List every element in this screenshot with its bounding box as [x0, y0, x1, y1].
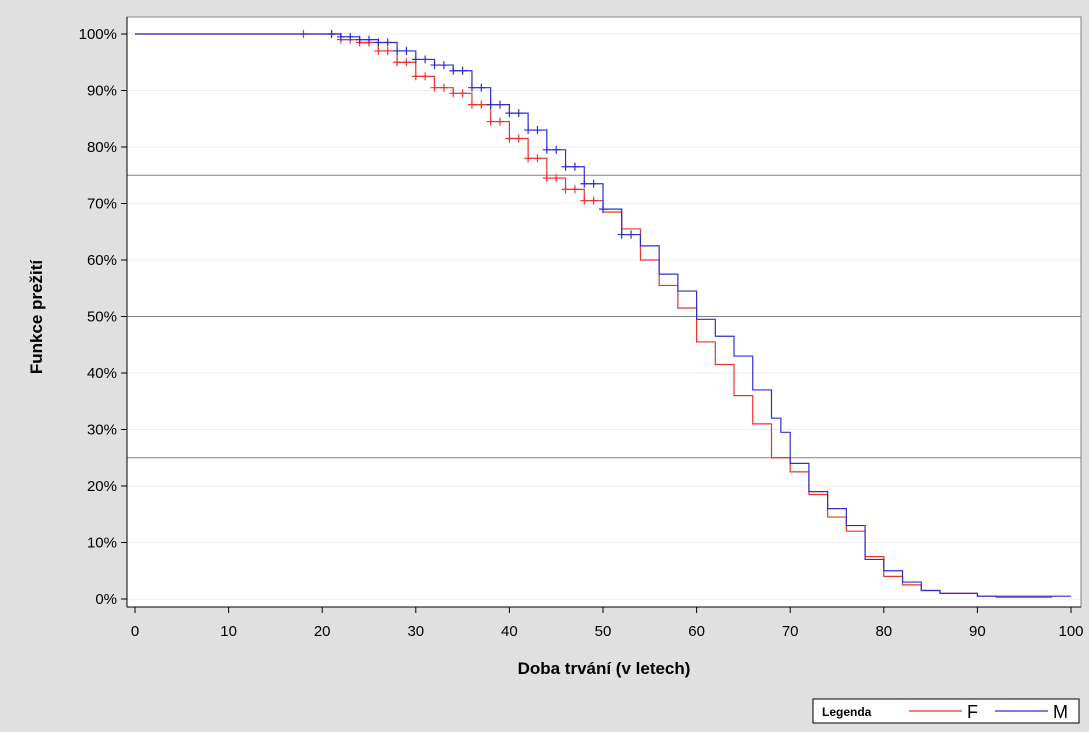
x-tick-label: 90 — [969, 623, 986, 640]
censor-mark — [524, 154, 533, 163]
series-layer — [135, 30, 1071, 598]
censor-mark — [346, 32, 355, 41]
censor-mark — [561, 185, 570, 194]
censor-mark — [570, 185, 579, 194]
x-tick-label: 100 — [1058, 623, 1083, 640]
censor-mark — [580, 196, 589, 205]
censor-mark — [599, 205, 607, 214]
censor-mark — [617, 230, 626, 239]
censor-mark — [580, 179, 589, 188]
y-tick-label: 50% — [87, 309, 117, 326]
censor-mark — [570, 162, 579, 171]
x-tick-label: 0 — [131, 623, 139, 640]
censor-mark — [589, 179, 598, 188]
y-tick-label: 30% — [87, 422, 117, 439]
censor-mark — [402, 46, 411, 55]
censor-mark — [552, 145, 561, 154]
censor-mark — [365, 35, 373, 44]
censor-mark — [374, 38, 383, 47]
censor-mark — [458, 66, 467, 75]
censor-mark — [393, 46, 402, 55]
censor-mark — [467, 83, 476, 92]
y-tick-label: 10% — [87, 535, 117, 552]
censor-mark — [514, 134, 523, 143]
censor-mark — [486, 117, 495, 126]
y-tick-label: 100% — [79, 26, 117, 43]
legend-label-f: F — [967, 702, 978, 722]
censor-mark — [542, 174, 551, 183]
series-m — [135, 30, 1071, 597]
censor-mark — [496, 117, 505, 126]
censor-mark — [411, 72, 420, 81]
plot-area — [127, 17, 1081, 607]
x-axis-title: Doba trvání (v letech) — [518, 659, 691, 678]
censor-mark — [355, 35, 364, 44]
legend-label-m: M — [1053, 702, 1068, 722]
censor-mark — [561, 162, 570, 171]
censor-mark — [449, 66, 458, 75]
censor-mark — [533, 126, 542, 135]
censor-mark — [336, 32, 345, 41]
censor-mark — [383, 46, 392, 55]
x-tick-label: 70 — [782, 623, 799, 640]
censor-mark — [393, 58, 402, 67]
censor-mark — [627, 230, 636, 239]
censor-mark — [421, 72, 430, 81]
x-tick-label: 60 — [688, 623, 705, 640]
y-tick-label: 20% — [87, 478, 117, 495]
y-tick-label: 60% — [87, 252, 117, 269]
censor-mark — [533, 154, 542, 163]
y-tick-label: 0% — [95, 591, 117, 608]
x-tick-label: 30 — [407, 623, 424, 640]
censor-mark — [486, 100, 495, 109]
censor-mark — [467, 100, 476, 109]
x-tick-label: 20 — [314, 623, 331, 640]
y-tick-label: 40% — [87, 365, 117, 382]
axes — [126, 16, 1082, 608]
x-axis-ticks: 0 10 20 30 40 50 60 70 80 90 100 — [131, 607, 1084, 640]
censor-mark — [542, 145, 551, 154]
censor-mark — [496, 100, 505, 109]
censor-mark — [477, 100, 486, 109]
x-tick-label: 50 — [595, 623, 612, 640]
y-tick-label: 90% — [87, 83, 117, 100]
x-tick-label: 40 — [501, 623, 518, 640]
censor-mark — [458, 89, 467, 98]
censor-mark — [411, 55, 420, 64]
y-tick-label: 80% — [87, 139, 117, 156]
censor-mark — [374, 46, 383, 55]
censor-mark — [449, 89, 458, 98]
reference-lines — [127, 174, 1081, 459]
censor-mark — [552, 174, 561, 183]
censor-mark — [477, 83, 486, 92]
y-axis-title: Funkce prežití — [27, 259, 46, 375]
censor-mark — [505, 109, 514, 118]
censor-mark — [524, 126, 533, 135]
legend: Legenda F M — [812, 698, 1080, 724]
y-axis-ticks: 0% 10% 20% 30% 40% 50% 60% 70% 80% 90% 100% — [79, 26, 127, 608]
censor-mark — [430, 61, 439, 70]
y-tick-label: 70% — [87, 196, 117, 213]
censor-mark — [439, 83, 448, 92]
censor-mark — [327, 30, 336, 38]
censor-mark — [505, 134, 514, 143]
censor-mark — [514, 109, 523, 118]
censor-mark — [430, 83, 439, 92]
survival-curve-m — [135, 33, 1071, 597]
censor-mark — [421, 55, 430, 64]
censor-mark — [402, 58, 411, 67]
legend-title: Legenda — [822, 705, 872, 719]
censor-mark — [439, 61, 448, 70]
x-tick-label: 80 — [875, 623, 892, 640]
censor-mark — [383, 38, 392, 47]
censor-mark — [589, 196, 598, 205]
x-tick-label: 10 — [220, 623, 237, 640]
